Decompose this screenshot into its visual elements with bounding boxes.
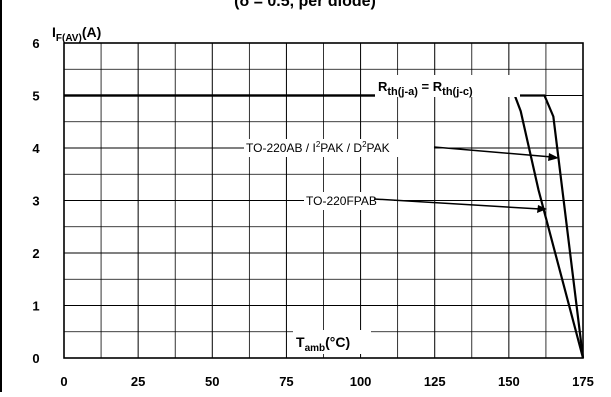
rth-annotation-eq: = [418,79,433,94]
y-axis-label-sub: F(AV) [56,33,82,44]
y-axis-label-unit: (A) [82,24,101,40]
to220ab-annotation-sup2: 2 [362,140,367,149]
to220ab-annotation-bg [244,139,434,157]
to220fpab-annotation: TO-220FPAB [306,194,377,208]
to220ab-annotation-part2: PAK / D [320,141,362,155]
x-tick-label: 150 [498,374,520,389]
to220ab-pointer-arrowhead [548,153,559,161]
y-axis-label-main: I [52,24,56,40]
x-tick-label: 50 [205,374,219,389]
x-axis-label-bg [293,330,371,354]
to220fpab-pointer-line [373,198,541,210]
x-tick-label: 0 [60,374,67,389]
x-tick-label: 75 [279,374,293,389]
plot-frame [63,42,584,359]
rth-annotation-bg [375,75,520,97]
x-tick-label: 175 [572,374,594,389]
rth-annotation: Rth(j-a) = Rth(j-c) [378,79,473,98]
to220ab-annotation-sup1: 2 [316,140,321,149]
x-axis-label-sub: amb [305,343,326,354]
series-layer [64,94,585,359]
y-tick-label: 5 [32,89,39,104]
chart-title: (δ = 0.5, per diode) [234,0,376,10]
to220ab-annotation: TO-220AB / I2PAK / D2PAK [246,140,390,155]
y-axis-label: IF(AV)(A) [52,24,101,44]
rth-annotation-sub1: th(j-a) [387,86,418,98]
y-tick-label: 0 [32,351,39,366]
x-axis-label: Tamb(°C) [296,334,350,354]
to220ab-annotation-part3: PAK [367,141,390,155]
tick-labels: 0 25 50 75 100 125 150 175 0 1 2 3 4 5 6 [32,36,593,389]
y-tick-label: 1 [32,299,39,314]
rth-annotation-sub2: th(j-c) [442,86,473,98]
to220ab-pointer-line [433,146,553,158]
y-tick-label: 6 [32,36,39,51]
rth-annotation-r1: R [378,79,388,94]
x-tick-label: 125 [424,374,446,389]
to220fpab-annotation-bg [304,192,394,210]
y-tick-label: 3 [32,194,39,209]
y-tick-label: 4 [32,141,40,156]
rth-annotation-r2: R [433,79,443,94]
to220fpab-pointer-arrowhead [537,205,547,213]
x-tick-label: 25 [131,374,145,389]
x-tick-label: 100 [350,374,372,389]
series-line-2 [64,94,585,359]
y-tick-label: 2 [32,246,39,261]
to220ab-annotation-part1: TO-220AB / I [246,141,316,155]
x-axis-label-main: T [296,334,305,350]
x-axis-label-unit: (°C) [325,334,350,350]
